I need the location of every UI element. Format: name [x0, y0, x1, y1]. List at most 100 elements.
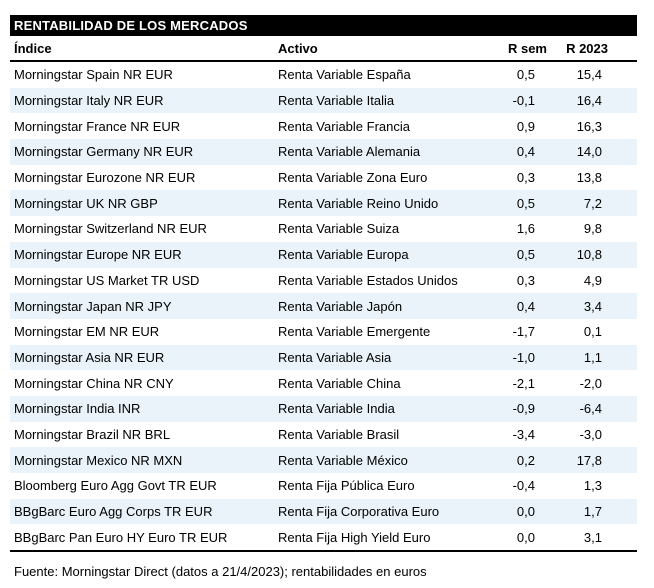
rsem-cell: -3,4 — [512, 426, 535, 442]
rsem-cell: -0,1 — [500, 87, 547, 114]
table-row: Morningstar Italy NR EUR Renta Variable I… — [10, 87, 637, 114]
r2023-cell: 17,8 — [547, 447, 637, 473]
indice-cell: Morningstar EM NR EUR — [14, 324, 160, 340]
indice-cell: Morningstar Japan NR JPY — [10, 293, 278, 319]
r2023-cell: -3,0 — [579, 426, 602, 442]
rsem-cell: -0,9 — [500, 395, 547, 422]
r2023-cell: 9,8 — [583, 221, 602, 237]
r2023-cell: 3,1 — [583, 529, 602, 545]
col-header-r2023: R 2023 — [547, 36, 637, 62]
indice-cell: Morningstar Mexico NR MXN — [10, 447, 278, 473]
r2023-cell: 1,1 — [547, 344, 637, 371]
rsem-cell: -1,7 — [512, 324, 535, 340]
markets-table: Índice Activo R sem R 2023 Morningstar S… — [10, 36, 637, 553]
table-title: RENTABILIDAD DE LOS MERCADOS — [14, 18, 248, 33]
indice-cell: BBgBarc Pan Euro HY Euro TR EUR — [14, 529, 228, 545]
rsem-cell: -0,4 — [512, 478, 535, 494]
table-row: Bloomberg Euro Agg Govt TR EUR Renta Fija… — [10, 473, 637, 499]
table-row: Morningstar Germany NR EUR Renta Variable… — [10, 139, 637, 165]
r2023-cell: 4,9 — [583, 272, 602, 288]
r2023-cell: 16,3 — [576, 118, 602, 134]
activo-cell: Renta Variable Zona Euro — [278, 170, 428, 186]
col-header-indice: Índice — [10, 36, 278, 62]
rsem-cell: 0,0 — [516, 529, 535, 545]
indice-cell: Morningstar Asia NR EUR — [10, 344, 278, 371]
rsem-cell: 0,4 — [500, 293, 547, 319]
table-row: Morningstar India INR Renta Variable Indi… — [10, 395, 637, 422]
table-row: Morningstar France NR EUR Renta Variable … — [10, 113, 637, 139]
activo-cell: Renta Variable Japón — [278, 293, 500, 319]
rsem-cell: -2,1 — [512, 375, 535, 391]
table-row: Morningstar UK NR GBP Renta Variable Rein… — [10, 190, 637, 217]
rsem-cell: 0,2 — [500, 447, 547, 473]
rsem-cell: -1,0 — [500, 344, 547, 371]
rsem-cell: 0,5 — [500, 190, 547, 217]
table-row: Morningstar Japan NR JPY Renta Variable J… — [10, 293, 637, 319]
table-row: Morningstar Switzerland NR EUR Renta Vari… — [10, 216, 637, 242]
table-row: Morningstar Spain NR EUR Renta Variable E… — [10, 61, 637, 88]
r2023-cell: 3,4 — [547, 293, 637, 319]
indice-cell: Bloomberg Euro Agg Govt TR EUR — [14, 478, 217, 494]
source-note: Fuente: Morningstar Direct (datos a 21/4… — [14, 564, 427, 580]
col-header-rsem: R sem — [500, 36, 547, 62]
indice-cell: Morningstar Spain NR EUR — [14, 67, 173, 83]
activo-cell: Renta Variable Suiza — [278, 221, 400, 237]
rsem-cell: 0,5 — [500, 241, 547, 268]
indice-cell: Morningstar Eurozone NR EUR — [14, 170, 196, 186]
activo-cell: Renta Variable Alemania — [278, 139, 500, 165]
r2023-cell: 14,0 — [547, 139, 637, 165]
rsem-cell: 0,0 — [500, 498, 547, 525]
col-header-activo: Activo — [278, 36, 500, 62]
rsem-cell: 1,6 — [516, 221, 535, 237]
rsem-cell: 0,5 — [516, 67, 535, 83]
indice-cell: Morningstar Germany NR EUR — [10, 139, 278, 165]
indice-cell: Morningstar France NR EUR — [14, 118, 181, 134]
header-row: Índice Activo R sem R 2023 — [10, 36, 637, 62]
activo-cell: Renta Variable México — [278, 447, 500, 473]
indice-cell: Morningstar Europe NR EUR — [10, 241, 278, 268]
activo-cell: Renta Variable China — [278, 375, 401, 391]
table-row: Morningstar Brazil NR BRL Renta Variable … — [10, 422, 637, 448]
indice-cell: Morningstar Italy NR EUR — [10, 87, 278, 114]
indice-cell: Morningstar UK NR GBP — [10, 190, 278, 217]
table-row: Morningstar US Market TR USD Renta Variab… — [10, 268, 637, 294]
r2023-cell: 1,3 — [583, 478, 602, 494]
table-row: BBgBarc Pan Euro HY Euro TR EUR Renta Fij… — [10, 524, 637, 551]
activo-cell: Renta Variable Italia — [278, 87, 500, 114]
activo-cell: Renta Fija Pública Euro — [278, 478, 415, 494]
activo-cell: Renta Variable Asia — [278, 344, 500, 371]
table-row: BBgBarc Euro Agg Corps TR EUR Renta Fija … — [10, 498, 637, 525]
indice-cell: Morningstar India INR — [10, 395, 278, 422]
activo-cell: Renta Variable Europa — [278, 241, 500, 268]
activo-cell: Renta Variable Estados Unidos — [278, 272, 458, 288]
activo-cell: Renta Variable Emergente — [278, 324, 431, 340]
r2023-cell: 13,8 — [576, 170, 602, 186]
activo-cell: Renta Variable Reino Unido — [278, 190, 500, 217]
r2023-cell: -6,4 — [547, 395, 637, 422]
r2023-cell: 15,4 — [576, 67, 602, 83]
indice-cell: BBgBarc Euro Agg Corps TR EUR — [10, 498, 278, 525]
activo-cell: Renta Variable España — [278, 67, 411, 83]
activo-cell: Renta Variable Brasil — [278, 426, 400, 442]
table-row: Morningstar China NR CNY Renta Variable C… — [10, 370, 637, 396]
rsem-cell: 0,3 — [516, 272, 535, 288]
rsem-cell: 0,4 — [500, 139, 547, 165]
activo-cell: Renta Fija High Yield Euro — [278, 529, 431, 545]
table-row: Morningstar Mexico NR MXN Renta Variable … — [10, 447, 637, 473]
r2023-cell: 16,4 — [547, 87, 637, 114]
table-row: Morningstar EM NR EUR Renta Variable Emer… — [10, 319, 637, 345]
indice-cell: Morningstar Brazil NR BRL — [14, 426, 171, 442]
table-row: Morningstar Eurozone NR EUR Renta Variabl… — [10, 165, 637, 191]
table-title-bar: RENTABILIDAD DE LOS MERCADOS — [10, 15, 637, 36]
r2023-cell: 0,1 — [583, 324, 602, 340]
r2023-cell: -2,0 — [579, 375, 602, 391]
table-row: Morningstar Europe NR EUR Renta Variable … — [10, 241, 637, 268]
r2023-cell: 7,2 — [547, 190, 637, 217]
r2023-cell: 10,8 — [547, 241, 637, 268]
rsem-cell: 0,3 — [516, 170, 535, 186]
rsem-cell: 0,9 — [516, 118, 535, 134]
activo-cell: Renta Variable India — [278, 395, 500, 422]
indice-cell: Morningstar China NR CNY — [14, 375, 174, 391]
activo-cell: Renta Fija Corporativa Euro — [278, 498, 500, 525]
